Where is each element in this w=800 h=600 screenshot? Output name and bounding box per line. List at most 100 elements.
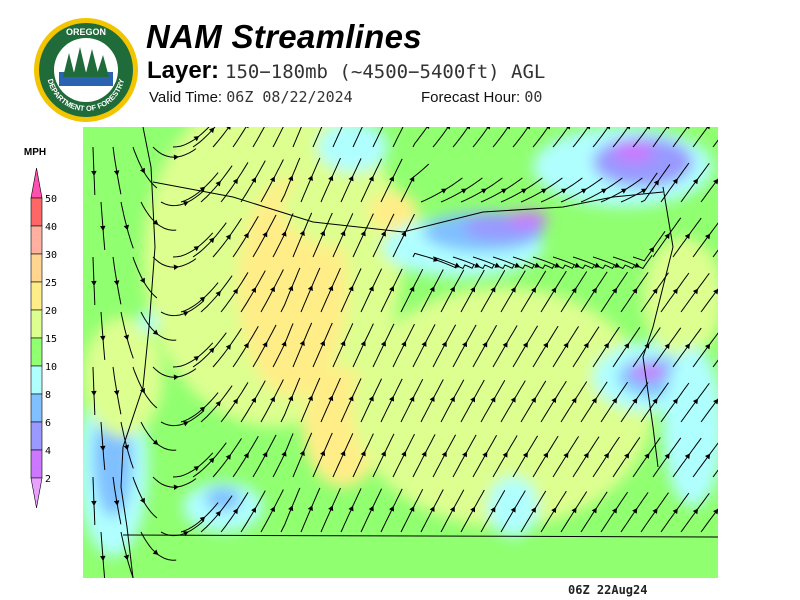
streamline-arrow: [307, 395, 313, 402]
streamline-arrow: [551, 397, 557, 404]
streamline-arrow: [522, 342, 528, 348]
streamline: [260, 489, 284, 533]
streamline: [212, 328, 242, 368]
streamline: [352, 127, 363, 148]
streamline: [252, 127, 265, 148]
wind-speed-region: [663, 347, 718, 507]
streamline-arrow: [482, 341, 488, 348]
streamline: [612, 255, 653, 270]
streamline: [652, 217, 682, 258]
streamline-arrow: [581, 188, 587, 194]
legend-tick-label: 10: [45, 362, 57, 373]
streamline-arrow: [441, 188, 447, 194]
streamline-arrow: [281, 340, 287, 347]
wind-speed-region: [368, 192, 418, 232]
streamline-arrow: [173, 484, 179, 490]
streamline: [692, 332, 718, 368]
streamline-arrow: [215, 290, 221, 297]
wind-speed-region: [353, 287, 653, 527]
streamline: [540, 380, 567, 423]
streamline-arrow: [380, 230, 386, 237]
streamline: [192, 332, 227, 368]
streamline: [100, 531, 106, 578]
streamline: [652, 437, 682, 478]
streamline-arrow: [182, 311, 189, 317]
streamline: [192, 127, 216, 148]
streamline-arrow: [541, 188, 547, 194]
streamline: [540, 270, 567, 313]
streamline: [260, 379, 284, 423]
streamline: [692, 127, 709, 148]
streamline-arrow: [530, 397, 536, 403]
layer-info: Layer: 150−180mb (~4500−5400ft) AGL: [147, 57, 545, 85]
streamline: [680, 493, 710, 533]
streamline: [192, 222, 227, 258]
streamline-arrow: [614, 262, 621, 268]
streamline-arrow: [113, 170, 120, 176]
streamline: [100, 311, 106, 360]
streamline-arrow: [704, 233, 711, 240]
streamline: [432, 324, 457, 368]
streamline-arrow: [380, 340, 386, 347]
streamline-arrow: [672, 398, 678, 405]
streamline-arrow: [232, 288, 238, 295]
streamline-arrow: [307, 505, 313, 512]
streamline-arrow: [692, 508, 699, 515]
streamline: [400, 163, 430, 203]
streamline-arrow: [571, 507, 577, 514]
streamline: [100, 421, 106, 470]
streamline-arrow: [664, 343, 670, 349]
streamline-arrow: [152, 329, 159, 335]
streamline: [192, 442, 227, 478]
legend-unit: MPH: [24, 147, 46, 158]
streamline-arrow: [586, 127, 591, 130]
streamline: [432, 256, 475, 270]
streamline-arrow: [193, 465, 200, 472]
streamline-arrow: [100, 225, 106, 231]
streamline: [112, 256, 122, 305]
streamline-arrow: [100, 555, 106, 561]
streamline-arrow: [123, 224, 130, 231]
streamline-arrow: [591, 397, 597, 404]
streamline-arrow: [561, 188, 567, 194]
streamline: [620, 172, 658, 203]
streamline: [500, 380, 526, 423]
streamline: [332, 127, 343, 148]
streamline-arrow: [653, 179, 659, 186]
streamline-arrow: [360, 230, 366, 237]
streamline-arrow: [530, 287, 536, 293]
streamline-arrow: [368, 285, 374, 292]
streamline-arrow: [429, 506, 435, 512]
streamline-arrow: [603, 342, 609, 349]
streamline: [572, 436, 600, 478]
streamline-arrow: [486, 127, 491, 130]
valid-time-label: Valid Time:: [149, 89, 223, 106]
streamline: [112, 146, 122, 195]
layer-label: Layer:: [147, 57, 220, 84]
streamline-arrow: [652, 398, 658, 404]
streamline-arrow: [684, 343, 690, 350]
streamline-arrow: [389, 505, 394, 512]
streamline: [220, 492, 249, 533]
legend-arrow-above: [30, 167, 43, 199]
streamline: [572, 326, 600, 368]
streamline: [560, 177, 603, 203]
streamline-arrow: [288, 175, 294, 182]
streamline-arrow: [624, 452, 630, 459]
streamline: [292, 432, 313, 478]
streamline: [692, 222, 718, 258]
streamline-arrow: [91, 390, 97, 397]
oregon-idaho-border: [642, 186, 674, 468]
streamline-arrow: [199, 186, 206, 193]
streamline: [520, 177, 563, 203]
streamline-arrow: [340, 450, 346, 457]
streamline-arrow: [426, 127, 430, 129]
streamline-arrow: [320, 230, 326, 237]
streamline-arrow: [501, 188, 507, 194]
streamline: [340, 158, 362, 203]
streamline-arrow: [139, 387, 145, 394]
oregon-california-border: [122, 534, 718, 538]
streamline: [552, 256, 595, 270]
streamline-arrow: [611, 397, 618, 404]
streamline-arrow: [208, 237, 215, 244]
